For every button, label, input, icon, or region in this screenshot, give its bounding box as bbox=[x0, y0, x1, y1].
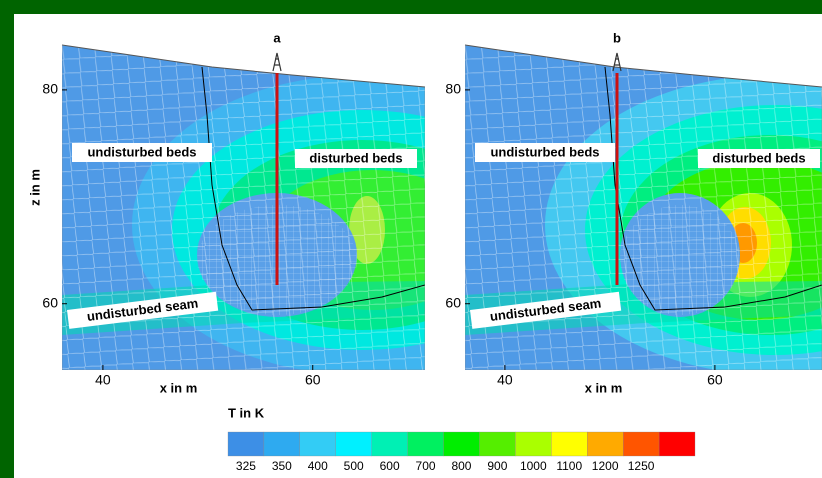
x-axis-label: x in m bbox=[160, 380, 198, 395]
colorbar-tick-label: 400 bbox=[308, 459, 328, 473]
colorbar-tick-label: 1100 bbox=[556, 459, 582, 473]
temperature-field bbox=[465, 45, 822, 375]
colorbar-box bbox=[659, 432, 695, 456]
colorbar-box bbox=[479, 432, 515, 456]
annotation-text: disturbed beds bbox=[309, 150, 402, 165]
colorbar-tick-label: 800 bbox=[451, 459, 471, 473]
colorbar-box bbox=[623, 432, 659, 456]
colorbar-tick-label: 600 bbox=[380, 459, 400, 473]
page: {"chart_data": [ {"type": "contour", "xl… bbox=[0, 0, 822, 478]
well-label: a bbox=[273, 30, 281, 45]
colorbar-box bbox=[228, 432, 264, 456]
colorbar-box bbox=[336, 432, 372, 456]
annotation: disturbed beds bbox=[698, 149, 820, 168]
colorbar-tick-label: 1200 bbox=[592, 459, 619, 473]
y-tick-label: 60 bbox=[445, 294, 461, 310]
colorbar-tick-label: 1000 bbox=[520, 459, 547, 473]
mesh-fine bbox=[620, 205, 740, 315]
y-tick-label: 80 bbox=[42, 81, 58, 97]
annotation-text: undisturbed beds bbox=[490, 144, 599, 159]
colorbar-box bbox=[372, 432, 408, 456]
well-label: b bbox=[613, 30, 621, 45]
annotation: disturbed beds bbox=[295, 149, 417, 168]
colorbar-box bbox=[444, 432, 480, 456]
colorbar-tick-label: 500 bbox=[344, 459, 364, 473]
colorbar-box bbox=[408, 432, 444, 456]
figure: a undisturbed beds disturbed beds undisturb… bbox=[0, 0, 822, 478]
y-axis-label: z in m bbox=[27, 169, 42, 206]
x-tick-label: 60 bbox=[707, 372, 723, 388]
x-tick-label: 60 bbox=[305, 372, 321, 388]
colorbar-tick-label: 350 bbox=[272, 459, 292, 473]
colorbar-tick-label: 325 bbox=[236, 459, 256, 473]
colorbar-tick-label: 1250 bbox=[628, 459, 655, 473]
x-tick-label: 40 bbox=[95, 372, 111, 388]
colorbar-box bbox=[300, 432, 336, 456]
colorbar-box bbox=[515, 432, 551, 456]
y-tick-label: 60 bbox=[42, 294, 58, 310]
colorbar-tick-label: 700 bbox=[416, 459, 436, 473]
x-axis-label: x in m bbox=[585, 380, 623, 395]
annotation: undisturbed beds bbox=[475, 143, 615, 162]
annotation: undisturbed beds bbox=[72, 143, 212, 162]
colorbar-box bbox=[551, 432, 587, 456]
y-tick-label: 80 bbox=[445, 81, 461, 97]
annotation-text: disturbed beds bbox=[712, 150, 805, 165]
colorbar-title: T in K bbox=[228, 405, 265, 420]
x-tick-label: 40 bbox=[497, 372, 513, 388]
colorbar-box bbox=[264, 432, 300, 456]
annotation-text: undisturbed beds bbox=[87, 144, 196, 159]
colorbar-tick-label: 900 bbox=[487, 459, 507, 473]
colorbar-box bbox=[587, 432, 623, 456]
